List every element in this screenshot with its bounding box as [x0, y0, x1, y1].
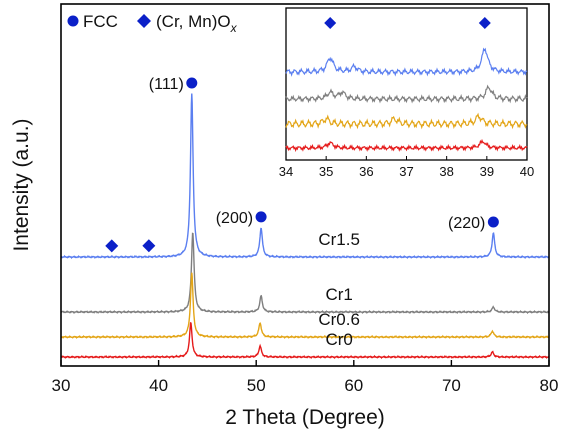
x-axis-title: 2 Theta (Degree): [225, 406, 385, 429]
y-axis-title: Intensity (a.u.): [10, 118, 33, 251]
inset-oxide-marker: [324, 17, 337, 29]
oxide-peak-marker: [142, 239, 156, 253]
inset-tick-label: 36: [359, 164, 373, 179]
inset-series-line: [285, 47, 528, 77]
peak-index-label: (200): [216, 210, 253, 227]
legend-oxide-label: (Cr, Mn)Ox: [156, 12, 238, 35]
legend-circle-icon: [67, 15, 79, 27]
x-tick-label: 40: [149, 376, 168, 395]
plot-frame: [60, 3, 550, 367]
x-tick-label: 50: [247, 376, 266, 395]
legend-diamond-icon: [137, 14, 151, 28]
x-tick-label: 70: [442, 376, 461, 395]
peak-index-label: (220): [448, 215, 485, 232]
legend: FCC (Cr, Mn)Ox: [67, 12, 238, 35]
inset-tick-label: 34: [279, 164, 293, 179]
inset-tick-label: 37: [399, 164, 413, 179]
fcc-peak-marker: [255, 211, 267, 223]
x-tick-label: 30: [52, 376, 71, 395]
x-tick-label: 80: [540, 376, 559, 395]
fcc-peak-marker: [487, 216, 499, 228]
series-line-cr0-6: [60, 272, 550, 340]
series-line-cr1: [60, 232, 550, 315]
legend-fcc-label: FCC: [83, 12, 118, 31]
inset-oxide-marker: [478, 17, 491, 29]
series-label: Cr0: [325, 330, 352, 349]
inset-tick-label: 40: [520, 164, 534, 179]
peak-index-label: (111): [149, 76, 184, 93]
fcc-peak-marker: [186, 77, 198, 89]
series-line-cr1-5: [60, 93, 550, 260]
inset-tick-label: 39: [480, 164, 494, 179]
inset-frame: [285, 7, 528, 161]
series-line-cr0: [60, 322, 550, 360]
series-label: Cr0.6: [318, 310, 360, 329]
inset-series-line: [285, 138, 528, 153]
series-label: Cr1: [325, 285, 352, 304]
inset-tick-label: 38: [439, 164, 453, 179]
series-label: Cr1.5: [318, 230, 360, 249]
x-tick-label: 60: [344, 376, 363, 395]
inset-series-line: [285, 84, 528, 104]
inset-series-line: [285, 112, 528, 130]
inset-tick-label: 35: [319, 164, 333, 179]
inset-plot: 34 35 36 37 38 39 40: [279, 7, 534, 179]
oxide-peak-marker: [105, 239, 119, 253]
